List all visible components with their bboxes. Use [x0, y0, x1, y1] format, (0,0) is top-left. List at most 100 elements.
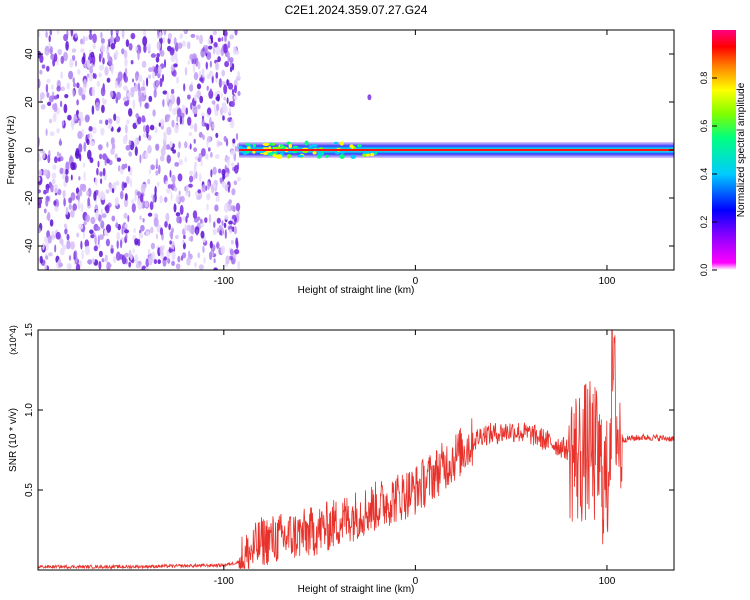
noise-speck — [179, 33, 184, 39]
signal-blob — [286, 154, 292, 158]
snr-y-ticks: 0.5 1.0 1.5 — [24, 323, 674, 497]
noise-speck — [130, 32, 136, 40]
noise-speck — [101, 258, 105, 263]
noise-speck — [226, 97, 229, 104]
noise-speck — [106, 263, 112, 268]
noise-speck — [128, 139, 132, 146]
x-tick-label: -100 — [214, 576, 234, 587]
noise-speck — [70, 192, 76, 201]
noise-speck — [96, 167, 99, 176]
noise-speck — [184, 156, 187, 163]
noise-speck — [137, 82, 141, 92]
colorbar-ticks: 0.0 0.2 0.4 0.6 0.8 — [699, 72, 717, 276]
noise-speck — [130, 87, 135, 98]
snr-xlabel: Height of straight line (km) — [298, 584, 415, 595]
noise-speck — [104, 66, 109, 76]
noise-speck — [210, 169, 213, 178]
noise-speck — [130, 60, 134, 65]
noise-speck — [206, 123, 210, 131]
noise-speck — [165, 114, 171, 119]
noise-speck — [177, 173, 183, 182]
noise-speck — [110, 244, 114, 249]
noise-speck — [100, 208, 103, 215]
signal-blob — [334, 141, 338, 145]
noise-speck — [51, 172, 57, 180]
spectrogram-x-ticks: -100 0 100 — [214, 30, 616, 287]
noise-speck — [223, 96, 226, 101]
noise-speck — [102, 97, 105, 103]
noise-speck — [102, 57, 105, 65]
noise-speck — [233, 226, 237, 235]
noise-speck — [105, 119, 109, 126]
noise-speck — [76, 82, 80, 89]
noise-speck — [168, 248, 174, 253]
noise-speck — [209, 88, 213, 95]
noise-speck — [155, 143, 160, 151]
noise-speck — [212, 123, 215, 129]
noise-speck — [116, 157, 122, 162]
noise-speck — [79, 183, 85, 190]
noise-speck — [135, 74, 138, 82]
signal-band — [238, 94, 674, 160]
noise-speck — [70, 30, 74, 37]
noise-speck — [166, 154, 171, 164]
noise-speck — [145, 258, 150, 268]
noise-speck — [157, 259, 161, 265]
noise-speck — [202, 134, 205, 140]
noise-speck — [88, 126, 93, 132]
noise-speck — [170, 227, 175, 234]
noise-speck — [153, 258, 158, 265]
noise-speck — [205, 44, 209, 54]
noise-speck — [59, 138, 62, 146]
snr-multiplier: (x10^4) — [8, 325, 18, 355]
signal-blob — [262, 147, 269, 150]
noise-speck — [216, 241, 220, 250]
noise-speck — [143, 30, 147, 38]
signal-blob — [334, 151, 340, 155]
noise-speck — [205, 153, 209, 160]
noise-speck — [94, 73, 97, 79]
noise-speck — [237, 91, 241, 96]
noise-speck — [70, 241, 75, 250]
noise-speck — [47, 154, 51, 164]
noise-speck — [149, 201, 154, 211]
noise-speck — [226, 79, 229, 86]
noise-speck — [81, 249, 84, 260]
noise-speck — [120, 190, 124, 200]
noise-speck — [221, 168, 226, 177]
noise-speck — [60, 156, 64, 162]
noise-speck — [89, 141, 95, 146]
noise-speck — [203, 257, 206, 264]
noise-speck — [70, 174, 73, 181]
noise-speck — [190, 33, 196, 38]
noise-speck — [193, 72, 199, 81]
noise-speck — [100, 44, 106, 53]
colorbar-gradient — [712, 30, 736, 270]
noise-speck — [237, 176, 241, 182]
noise-speck — [115, 116, 121, 124]
noise-speck — [174, 162, 180, 167]
noise-speck — [177, 42, 183, 49]
noise-speck — [89, 157, 94, 164]
noise-speck — [81, 86, 86, 95]
noise-speck — [72, 203, 77, 211]
noise-speck — [120, 239, 123, 249]
noise-speck — [195, 229, 199, 236]
noise-speck — [180, 195, 185, 203]
noise-speck — [176, 96, 181, 106]
noise-speck — [78, 111, 84, 120]
noise-speck — [148, 67, 153, 73]
noise-region — [38, 30, 241, 270]
noise-speck — [224, 214, 229, 220]
signal-blob — [272, 147, 278, 150]
noise-speck — [71, 55, 76, 61]
noise-speck — [193, 173, 196, 180]
noise-speck — [123, 85, 127, 91]
noise-speck — [64, 94, 69, 99]
noise-speck — [167, 184, 172, 189]
noise-speck — [192, 63, 196, 73]
noise-speck — [159, 245, 164, 256]
noise-speck — [177, 151, 181, 158]
noise-speck — [228, 106, 231, 115]
noise-speck — [97, 191, 102, 199]
